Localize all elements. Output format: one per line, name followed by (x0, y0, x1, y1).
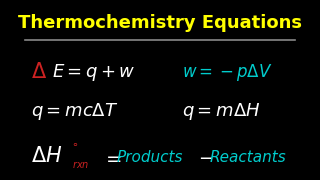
Text: $\Delta$: $\Delta$ (31, 62, 47, 82)
Text: $E = q + w$: $E = q + w$ (52, 62, 135, 83)
Text: $q = m\Delta H$: $q = m\Delta H$ (182, 101, 261, 122)
Text: $-$: $-$ (198, 148, 213, 166)
Text: $q = mc\Delta T$: $q = mc\Delta T$ (31, 101, 118, 122)
Text: $rxn$: $rxn$ (72, 159, 90, 170)
Text: $\Delta H$: $\Delta H$ (31, 146, 62, 166)
Text: $\circ$: $\circ$ (71, 138, 78, 148)
Text: Thermochemistry Equations: Thermochemistry Equations (18, 14, 302, 32)
Text: $=$: $=$ (102, 148, 123, 167)
Text: Reactants: Reactants (209, 150, 286, 165)
Text: Products: Products (116, 150, 183, 165)
Text: $w = -p\Delta V$: $w = -p\Delta V$ (182, 62, 273, 83)
